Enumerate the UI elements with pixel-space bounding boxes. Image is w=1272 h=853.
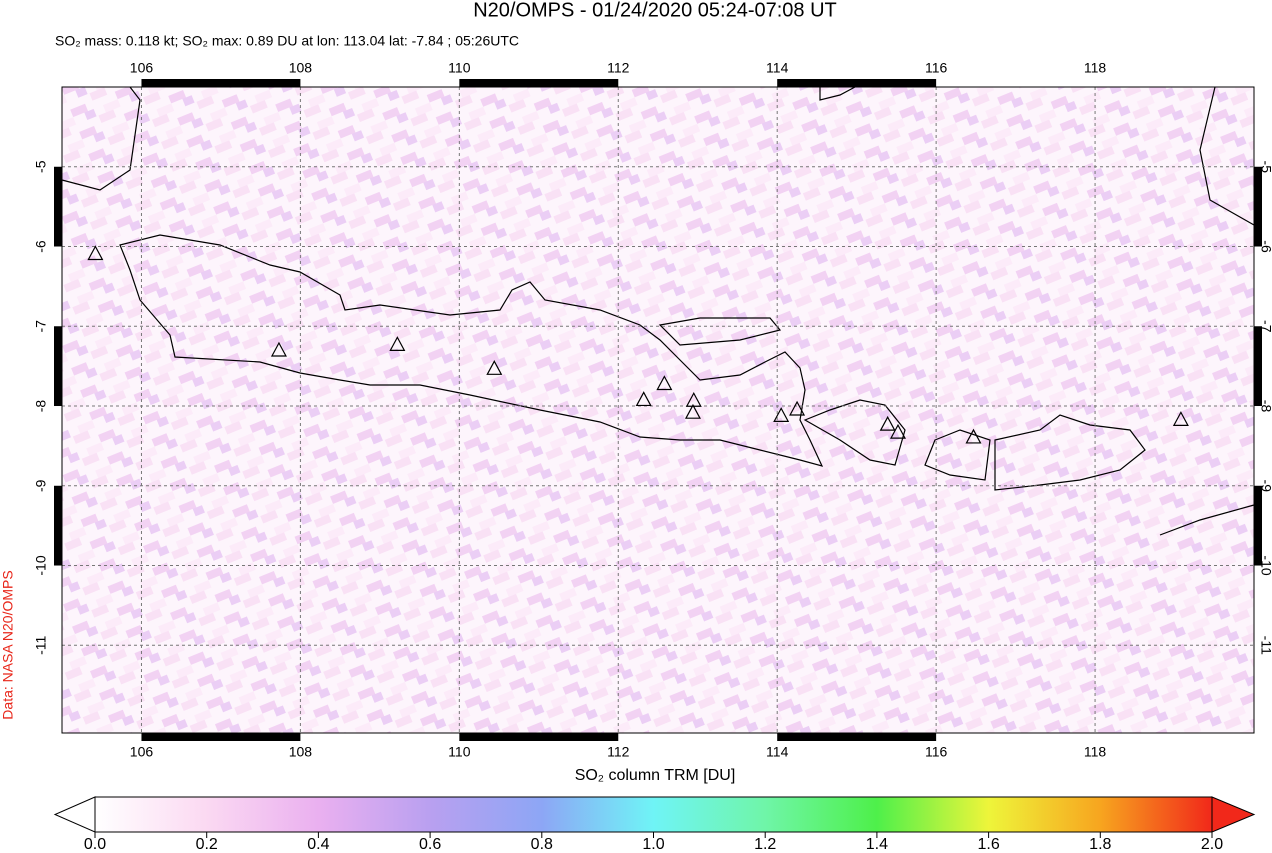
y-tick-label: -9 — [33, 479, 49, 492]
plot-layer — [62, 87, 1254, 733]
volcano-marker — [270, 341, 287, 357]
x-tick-label: 106 — [130, 60, 154, 76]
x-tick-label: 108 — [289, 744, 313, 760]
y-tick-label: -5 — [1258, 161, 1272, 174]
madura — [658, 317, 782, 346]
volcano-marker — [87, 245, 104, 261]
volcano-marker — [656, 375, 673, 391]
x-tick-label: 110 — [448, 744, 471, 760]
colorbar-tick-label: 2.0 — [1201, 836, 1223, 853]
frame-bar — [777, 733, 937, 741]
x-tick-label: 118 — [1084, 60, 1107, 76]
volcano-marker — [773, 407, 790, 422]
y-tick-label: -9 — [1258, 480, 1272, 493]
y-tick-label: -11 — [33, 635, 49, 654]
volcano-marker — [389, 336, 406, 351]
colorbar — [94, 796, 1213, 833]
x-tick-label: 114 — [766, 744, 789, 760]
y-tick-label: -11 — [1258, 636, 1272, 655]
lombok — [924, 429, 991, 481]
x-tick-label: 108 — [289, 60, 313, 76]
y-tick-label: -6 — [33, 240, 49, 253]
volcano-marker — [889, 423, 906, 439]
volcano-marker — [684, 403, 701, 419]
frame-bar — [54, 485, 62, 566]
java — [119, 234, 824, 467]
colorbar-tick-label: 0.0 — [84, 836, 106, 853]
y-tick-label: -7 — [33, 320, 49, 333]
flores — [1159, 504, 1255, 536]
colorbar-tick-label: 1.4 — [866, 836, 888, 853]
frame-bar — [777, 79, 937, 87]
frame-bar — [1254, 166, 1262, 247]
y-tick-label: -8 — [1258, 400, 1272, 413]
colorbar-tick-label: 1.6 — [977, 836, 999, 853]
colorbar-tick-label: 1.8 — [1089, 836, 1111, 853]
x-tick-label: 116 — [925, 60, 948, 76]
volcano-marker — [789, 400, 806, 416]
y-tick-label: -5 — [33, 160, 49, 173]
frame-bar — [54, 166, 62, 247]
colorbar-tick-label: 1.0 — [642, 836, 664, 853]
frame-bar — [1254, 485, 1262, 566]
subtitle: SO₂ mass: 0.118 kt; SO₂ max: 0.89 DU at … — [55, 33, 519, 49]
y-tick-label: -6 — [1258, 240, 1272, 253]
borneo — [819, 86, 856, 101]
x-tick-label: 112 — [607, 60, 630, 76]
frame-bar — [459, 79, 619, 87]
frame-bar — [141, 733, 301, 741]
y-tick-label: -10 — [1258, 555, 1272, 575]
volcano-marker — [879, 415, 896, 431]
x-tick-label: 110 — [448, 60, 471, 76]
x-tick-label: 118 — [1084, 744, 1107, 760]
plot-frame — [61, 86, 1255, 734]
bali — [803, 399, 906, 466]
source-label: Data: NASA N20/OMPS — [0, 570, 16, 719]
colorbar-tick-label: 0.4 — [307, 836, 329, 853]
volcano-marker — [486, 360, 503, 375]
x-tick-label: 112 — [607, 744, 630, 760]
x-tick-label: 106 — [130, 744, 154, 760]
sumbawa — [994, 414, 1146, 491]
y-tick-label: -8 — [33, 400, 49, 413]
frame-bar — [459, 733, 619, 741]
chart-title: N20/OMPS - 01/24/2020 05:24-07:08 UT — [473, 0, 837, 21]
colorbar-tick-label: 1.2 — [754, 836, 776, 853]
y-tick-label: -10 — [33, 555, 49, 575]
frame-bar — [141, 79, 301, 87]
map-background — [62, 87, 1254, 733]
y-tick-label: -7 — [1258, 320, 1272, 333]
frame-bar — [1254, 326, 1262, 407]
sumatra — [61, 86, 141, 191]
colorbar-low-arrow — [53, 796, 96, 833]
colorbar-tick-label: 0.6 — [419, 836, 441, 853]
volcano-marker — [1172, 411, 1189, 426]
colorbar-high-arrow — [1211, 796, 1256, 833]
x-tick-label: 116 — [925, 744, 948, 760]
colorbar-tick-label: 0.2 — [196, 836, 218, 853]
coastlines — [61, 86, 1255, 536]
volcano-marker — [965, 428, 982, 444]
colorbar-tick-label: 0.8 — [531, 836, 553, 853]
x-tick-label: 114 — [766, 60, 789, 76]
frame-bar — [54, 326, 62, 407]
colorbar-label: SO₂ column TRM [DU] — [575, 767, 736, 784]
volcano-marker — [635, 391, 652, 407]
sulawesi — [1199, 86, 1255, 226]
